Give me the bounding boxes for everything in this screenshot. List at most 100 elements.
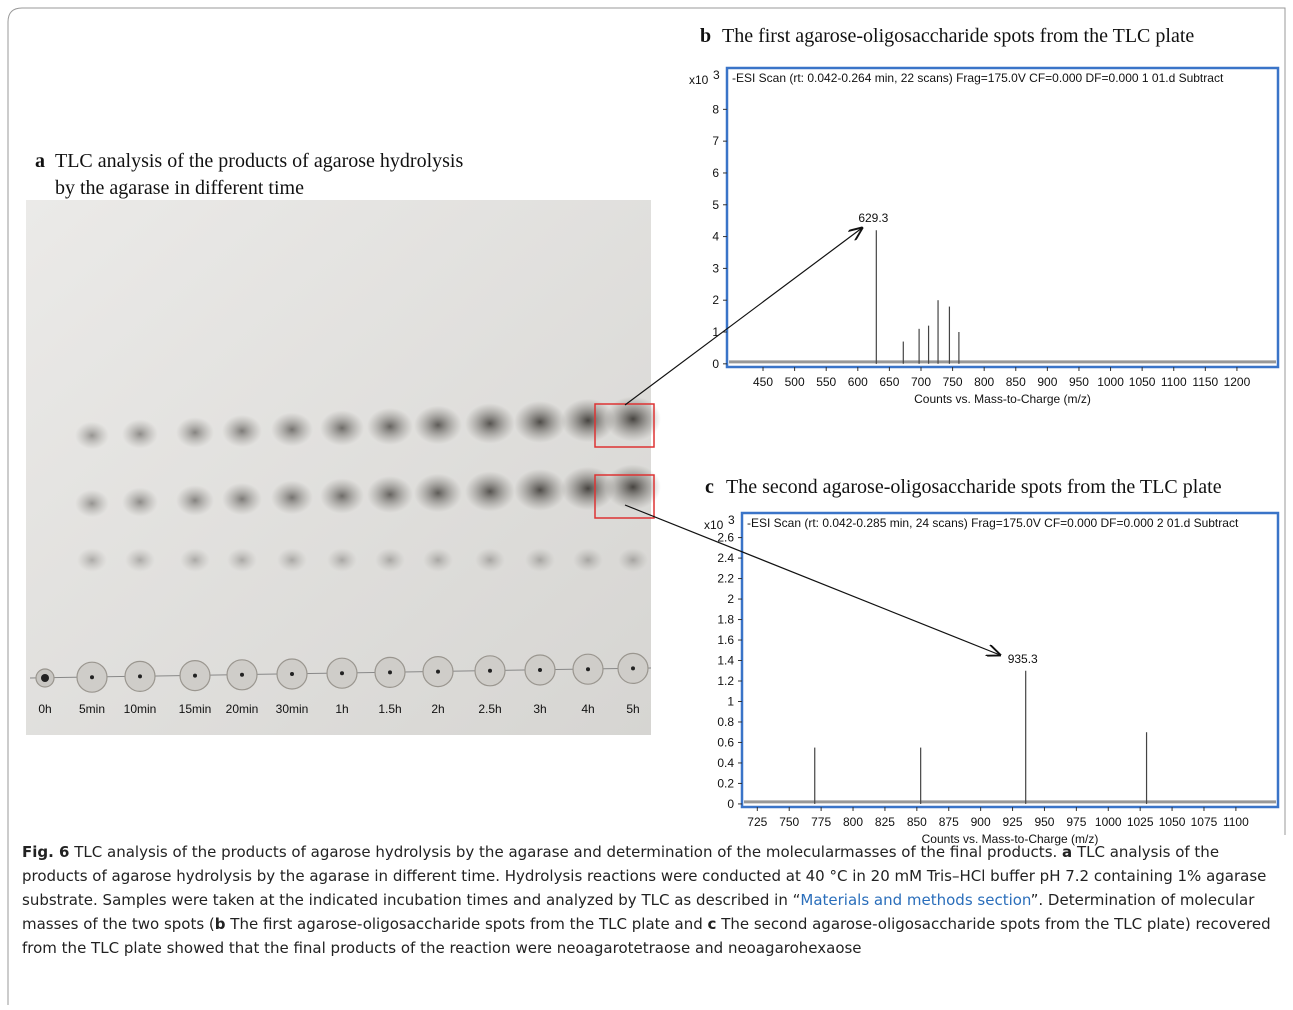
spot: [605, 464, 661, 510]
spot: [367, 475, 413, 514]
spot: [414, 473, 462, 513]
origin-dot: [340, 671, 344, 676]
x-tick-label: 900: [1037, 375, 1057, 389]
spot: [514, 401, 566, 443]
peak-label: 935.3: [1008, 652, 1038, 666]
spot: [327, 548, 357, 572]
spot: [514, 469, 566, 511]
x-tick-label: 1200: [1224, 375, 1251, 389]
origin-dot: [290, 672, 294, 676]
origin-dot: [240, 672, 244, 677]
caption: Fig. 6 TLC analysis of the products of a…: [22, 840, 1272, 960]
spot: [180, 548, 210, 572]
y-tick-label: 0: [712, 357, 719, 371]
x-tick-label: 1000: [1095, 815, 1122, 829]
origin-dot: [538, 668, 542, 672]
scan-info: -ESI Scan (rt: 0.042-0.264 min, 22 scans…: [732, 71, 1224, 85]
x-tick-label: 600: [848, 375, 868, 389]
y-exponent: 3: [713, 68, 720, 82]
y-tick-label: 0: [727, 797, 734, 811]
x-axis-label: Counts vs. Mass-to-Charge (m/z): [914, 392, 1091, 406]
lane-label: 1h: [335, 702, 348, 716]
x-tick-label: 1050: [1159, 815, 1186, 829]
spot: [525, 548, 555, 572]
x-tick-label: 1100: [1161, 375, 1187, 389]
highlight-box: [594, 403, 655, 448]
y-tick-label: 2: [712, 293, 719, 307]
y-tick-label: 0.4: [717, 756, 734, 770]
caption-link[interactable]: Materials and methods section: [800, 891, 1031, 909]
y-tick-label: 7: [712, 134, 719, 148]
spot: [320, 410, 364, 446]
lane-label: 2h: [431, 702, 444, 716]
spot: [573, 548, 603, 572]
plot-box: [725, 66, 1280, 369]
y-tick-label: 1.2: [717, 674, 734, 688]
x-tick-label: 1025: [1127, 815, 1154, 829]
y-tick-label: 4: [712, 230, 719, 244]
lane-label: 15min: [179, 702, 212, 716]
panel-letter: c: [705, 476, 714, 498]
y-tick-label: 2.6: [717, 531, 734, 545]
y-tick-label: 0.8: [717, 715, 734, 729]
origin-dot: [388, 670, 392, 675]
x-tick-label: 450: [753, 375, 773, 389]
caption-text: ”. Determination of molecular masses of …: [22, 891, 1255, 933]
x-tick-label: 650: [879, 375, 899, 389]
y-tick-label: 6: [712, 166, 719, 180]
spot: [465, 403, 515, 444]
y-tick-label: 0.2: [717, 776, 734, 790]
lanes: 0h 5min 10min 15min 20min 30min 1h 1.5h 2h 2.5h 3h…: [35, 396, 661, 716]
y-tick-label: 8: [712, 102, 719, 116]
x-tick-label: 800: [974, 375, 994, 389]
spot: [125, 548, 155, 572]
x-tick-label: 850: [907, 815, 927, 829]
caption-text: TLC analysis of the products of agarose …: [69, 843, 1063, 861]
fig-label: Fig. 6: [22, 843, 70, 861]
x-tick-label: 1050: [1129, 375, 1156, 389]
origin-dot: [193, 673, 197, 678]
x-tick-label: 850: [1006, 375, 1026, 389]
lane-label: 20min: [226, 702, 259, 716]
x-tick-label: 825: [875, 815, 895, 829]
y-tick-label: 1.8: [717, 613, 734, 627]
spot: [320, 478, 364, 514]
spot: [375, 548, 405, 572]
frame: [7, 7, 1286, 1005]
x-tick-label: 750: [779, 815, 799, 829]
x-tick-label: 875: [939, 815, 959, 829]
origin-dot: [631, 666, 635, 671]
lane-label: 3h: [533, 702, 546, 716]
spot: [122, 419, 158, 449]
spot: [423, 548, 453, 572]
y-exponent: 3: [728, 513, 735, 527]
y-tick-label: 1.4: [717, 654, 734, 668]
origin-dot: [436, 669, 440, 674]
caption-letter: b: [214, 915, 226, 933]
y-multiplier: x10: [689, 73, 709, 87]
origin-dot: [41, 674, 49, 682]
x-tick-label: 750: [943, 375, 963, 389]
x-tick-label: 775: [811, 815, 831, 829]
x-tick-label: 900: [971, 815, 991, 829]
x-tick-label: 950: [1069, 375, 1089, 389]
arrow: [624, 228, 862, 406]
x-tick-label: 1000: [1097, 375, 1124, 389]
caption-text: The second agarose-oligosaccharide spots…: [22, 915, 1271, 957]
scan-info: -ESI Scan (rt: 0.042-0.285 min, 24 scans…: [747, 516, 1239, 530]
spot: [561, 398, 615, 443]
spot: [222, 414, 262, 448]
spot: [222, 482, 262, 516]
panel-title: The first agarose-oligosaccharide spots …: [722, 25, 1194, 47]
highlight-box: [594, 474, 655, 519]
tlc-plate: [26, 200, 651, 735]
arrow: [624, 504, 1000, 655]
lane-label: 1.5h: [378, 702, 401, 716]
origin-dot: [488, 668, 492, 673]
caption-letter: a: [1062, 843, 1073, 861]
y-tick-label: 2: [727, 592, 734, 606]
panel-title: TLC analysis of the products of agarose …: [55, 150, 463, 172]
spot: [277, 548, 307, 572]
